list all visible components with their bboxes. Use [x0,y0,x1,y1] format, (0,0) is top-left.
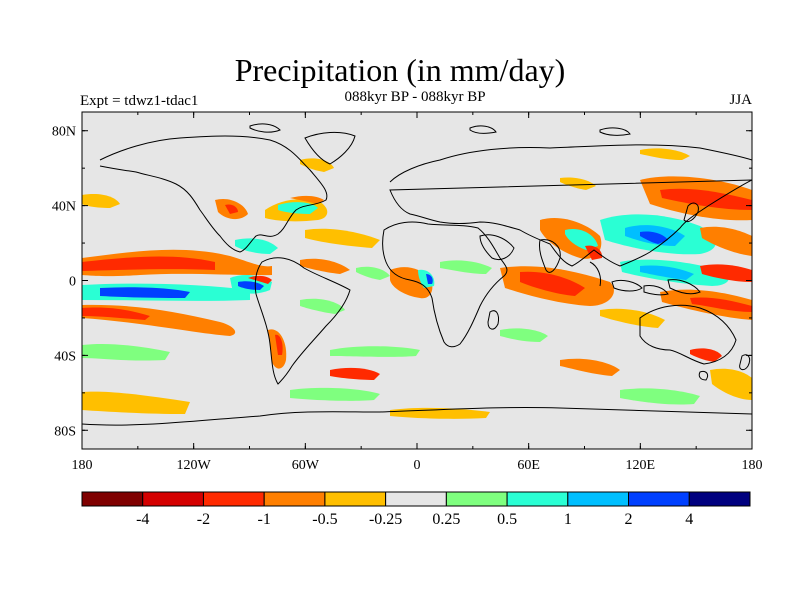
lat-label: 80N [52,125,76,140]
lon-label: 180 [72,458,93,473]
colorbar-label: -4 [136,511,149,528]
anomaly-patch [238,281,264,290]
anomaly-patch [700,226,752,256]
season-label: JJA [729,92,752,108]
coastline-se-asia [589,261,701,296]
experiment-label: Expt = tdwz1-tdac1 [80,93,199,109]
coastline-south-america [254,257,351,385]
colorbar-swatch [81,491,144,507]
anomaly-patch [300,298,345,314]
coastline-australia [639,304,737,365]
anomaly-patch [82,391,190,414]
anomaly-patch [560,358,620,376]
anomaly-patch [248,275,272,284]
coastline-india [539,239,561,273]
colorbar-swatch [202,491,265,507]
colorbar-label: -2 [197,511,210,528]
period-subtitle: 088kyr BP - 088kyr BP [344,89,486,105]
anomaly-patch [620,388,700,405]
anomaly-patch [82,307,150,320]
colorbar-label: 0.5 [497,511,517,528]
colorbar-swatch [688,491,751,507]
anomaly-patch [660,188,752,210]
anomaly-patch [560,177,596,190]
coastline-africa [382,221,508,348]
anomaly-patch [330,346,420,357]
anomaly-patch [225,204,238,214]
lon-label: 0 [414,458,421,473]
anomaly-patch [82,256,215,271]
colorbar-label: 2 [625,511,633,528]
coastline-eurasia [389,144,752,267]
anomaly-patch [690,348,722,362]
anomaly-patch [440,260,492,274]
lon-label: 60W [292,458,320,473]
coastline-japan [683,202,699,223]
coastline-arctic-islands [249,123,631,136]
colorbar-label: 1 [564,511,572,528]
longitude-axis: 180 120W 60W 0 60E 120E 180 [72,112,763,473]
lat-label: 80S [54,424,76,439]
lon-label: 60E [517,458,540,473]
coastline-madagascar [487,310,499,330]
colorbar-label: 4 [685,511,693,528]
anomaly-patch [640,148,690,160]
anomaly-patch [82,194,120,208]
coastlines [82,123,752,426]
anomaly-patch [82,343,170,361]
colorbar-label: -0.5 [312,511,337,528]
coastline-north-america [99,135,328,253]
anomaly-patch [640,231,668,244]
lon-label: 120E [626,458,656,473]
lat-label: 40N [52,200,76,215]
anomaly-patch [330,367,380,380]
lon-label: 180 [742,458,763,473]
colorbar-label: 0.25 [432,511,460,528]
colorbar-swatch [628,491,690,507]
coastline-antarctica [82,406,752,426]
colorbar-swatch [142,491,204,507]
lon-label: 120W [177,458,212,473]
coastline-greenland [304,131,356,165]
lat-label: 0 [69,275,76,290]
latitude-axis: 80N 40N 0 40S 80S [52,125,752,439]
colorbar-swatch [263,491,326,507]
anomaly-patch [290,387,380,401]
anomaly-patch [275,334,283,355]
anomaly-patch [356,266,390,280]
colorbar-swatch [385,491,447,507]
anomaly-patch [640,265,694,280]
page-title: Precipitation (in mm/day) [234,52,566,88]
anomaly-patch [690,297,752,312]
colorbar-swatch [506,491,569,507]
colorbar-label: -0.25 [369,511,402,528]
anomaly-patch [100,287,190,298]
coastline-tasmania [698,371,709,381]
anomaly-patch [300,258,350,274]
lat-label: 40S [54,349,76,364]
anomaly-patch [585,245,603,260]
anomaly-patch [290,195,324,204]
anomaly-patch [426,274,433,284]
anomaly-patch [700,264,752,282]
anomaly-patches [82,148,752,419]
colorbar-swatch [324,491,387,507]
anomaly-patch [710,368,752,400]
anomaly-patch [235,238,278,254]
coastline-arabia [479,234,515,261]
colorbar-label: -1 [258,511,271,528]
color-legend-bar: -4 -2 -1 -0.5 -0.25 0.25 0.5 1 2 4 [81,491,751,528]
anomaly-patch [565,228,598,250]
anomaly-patch [500,328,548,342]
colorbar-swatch [567,491,630,507]
colorbar-swatch [445,491,508,507]
anomaly-patch [305,228,380,248]
anomaly-patch [520,271,585,296]
anomaly-patch [600,308,665,328]
